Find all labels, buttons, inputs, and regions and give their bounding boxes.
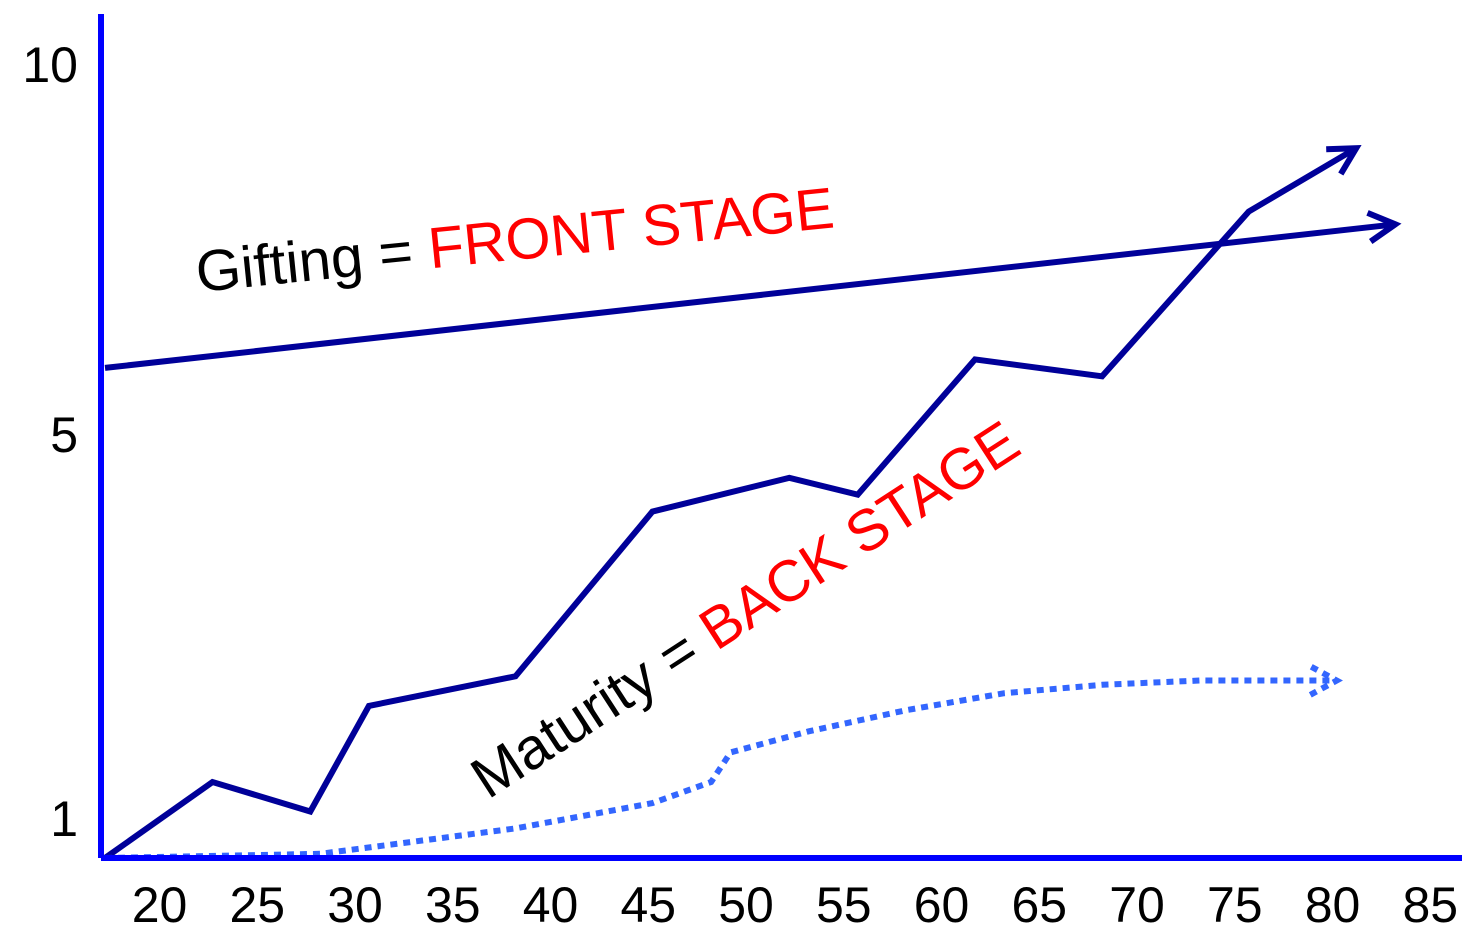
maturity-arrowhead (1308, 663, 1343, 698)
x-tick-label: 55 (816, 877, 872, 931)
maturity-line (104, 677, 1337, 861)
x-tick-label: 50 (718, 877, 774, 931)
growth-line (103, 145, 1358, 861)
gifting-label-prefix: Gifting = (193, 217, 432, 305)
x-tick-label: 85 (1402, 877, 1458, 931)
x-tick-label: 30 (327, 877, 383, 931)
x-tick-label: 65 (1011, 877, 1067, 931)
x-tick-label: 70 (1109, 877, 1165, 931)
back-stage-label: BACK STAGE (688, 409, 1031, 663)
y-tick-label: 1 (50, 791, 78, 847)
x-tick-label: 35 (425, 877, 481, 931)
x-tick-label: 25 (229, 877, 285, 931)
x-tick-label: 20 (132, 877, 188, 931)
series-layer (103, 145, 1402, 861)
x-tick-label: 80 (1305, 877, 1361, 931)
gifting-annotation: Gifting = FRONT STAGE (193, 176, 837, 305)
y-tick-label: 10 (22, 37, 78, 93)
gifting-arrowhead (1366, 210, 1402, 244)
front-stage-label: FRONT STAGE (425, 176, 837, 282)
x-tick-label: 60 (914, 877, 970, 931)
maturity-label-prefix: Maturity = (460, 608, 724, 811)
y-tick-label: 5 (50, 407, 78, 463)
x-tick-label: 45 (620, 877, 676, 931)
growth-arrowhead (1326, 145, 1362, 176)
x-tick-label: 40 (523, 877, 579, 931)
x-tick-label: 75 (1207, 877, 1263, 931)
gifting-line (104, 221, 1396, 371)
x-tick-labels: 20 25 30 35 40 45 50 55 60 65 70 75 80 85 (132, 877, 1458, 931)
